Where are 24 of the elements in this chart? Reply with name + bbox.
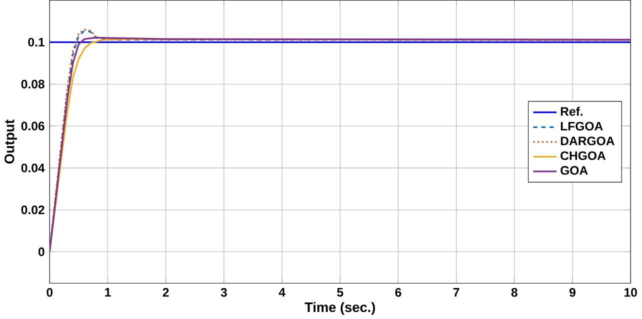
y-tick-label: 0.1	[28, 38, 44, 46]
y-tick-label: 0.06	[21, 121, 44, 130]
legend-label: LFGOA	[560, 122, 603, 130]
legend-label: Ref.	[560, 106, 582, 116]
legend-label: CHGOA	[560, 151, 606, 160]
x-tick-label: 10	[624, 288, 637, 297]
x-axis-title: Time (sec.)	[304, 302, 376, 315]
y-tick-label: 0	[38, 247, 44, 256]
x-tick-label: 0	[46, 288, 53, 297]
x-tick-label: 4	[278, 288, 286, 296]
x-tick-label: 8	[511, 288, 518, 297]
x-tick-label: 7	[453, 288, 460, 296]
y-tick-label: 0.02	[21, 205, 44, 214]
x-tick-label: 9	[570, 288, 576, 297]
x-tick-label: 3	[220, 288, 227, 297]
x-tick-label: 5	[337, 288, 344, 296]
x-tick-label: 6	[395, 288, 402, 297]
y-tick-label: 0.04	[21, 163, 45, 172]
x-tick-label: 2	[162, 288, 169, 296]
y-tick-label: 0.08	[21, 80, 44, 88]
x-tick-label: 1	[105, 288, 111, 296]
y-axis-title: Output	[4, 119, 17, 164]
legend-label: DARGOA	[560, 136, 614, 146]
legend-label: GOA	[560, 166, 588, 175]
